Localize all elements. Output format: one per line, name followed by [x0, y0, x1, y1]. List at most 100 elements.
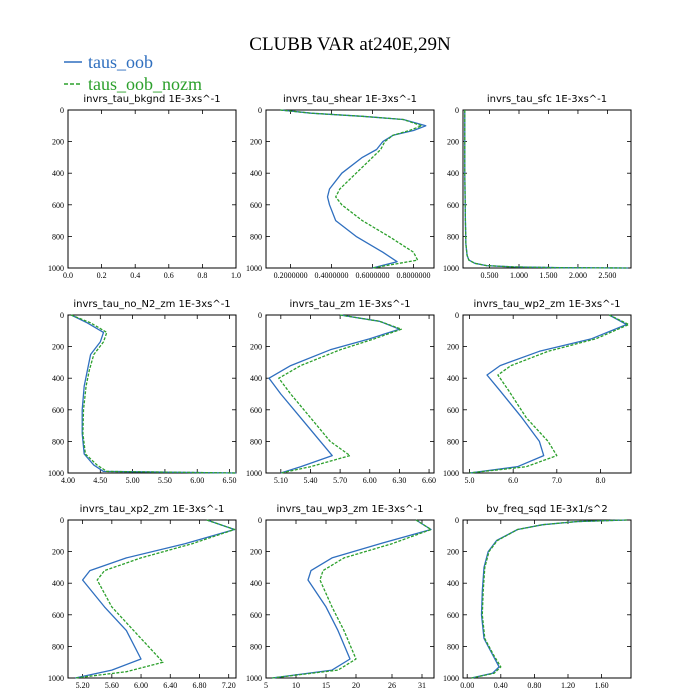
- y-tick-label: 400: [447, 579, 459, 588]
- y-tick-label: 200: [447, 138, 459, 147]
- subplot-title: invrs_tau_shear 1E-3xs^-1: [283, 94, 417, 105]
- y-tick-label: 800: [250, 232, 262, 241]
- x-tick-label: 6.0: [508, 476, 518, 485]
- plot-frame: [265, 314, 435, 474]
- subplot-title: invrs_tau_bkgnd 1E-3xs^-1: [83, 94, 220, 105]
- series-line-taus-oob: [271, 519, 432, 679]
- x-tick-label: 1.20: [561, 681, 575, 690]
- plot-frame: [265, 109, 435, 269]
- y-tick-label: 0: [455, 106, 459, 115]
- x-tick-label: 5.60: [105, 681, 119, 690]
- y-tick-label: 600: [447, 201, 459, 210]
- plot-frame: [462, 314, 632, 474]
- y-tick-label: 400: [447, 169, 459, 178]
- x-tick-label: 5.40: [303, 476, 317, 485]
- series-line-taus-oob-nozm: [278, 314, 403, 474]
- series-line-taus-oob: [469, 314, 628, 474]
- subplot-title: invrs_tau_zm 1E-3xs^-1: [289, 299, 410, 310]
- x-tick-label: 2.500: [598, 271, 616, 280]
- subplot: invrs_tau_sfc 1E-3xs^-1 0 200 400 600 800 1000…: [443, 94, 632, 280]
- y-tick-label: 200: [52, 548, 64, 557]
- y-tick-label: 400: [52, 579, 64, 588]
- y-tick-label: 0: [258, 516, 262, 525]
- subplot: invrs_tau_xp2_zm 1E-3xs^-1 0 200 400 600 800 1…: [48, 504, 237, 690]
- y-tick-label: 800: [447, 437, 459, 446]
- x-tick-label: 0.6000000: [356, 271, 390, 280]
- y-tick-label: 600: [250, 406, 262, 415]
- subplot-title: bv_freq_sqd 1E-3x1/s^2: [486, 504, 608, 515]
- x-tick-label: 31: [418, 681, 426, 690]
- y-tick-label: 800: [52, 437, 64, 446]
- x-tick-label: 15: [322, 681, 330, 690]
- y-tick-label: 0: [60, 106, 64, 115]
- y-tick-label: 200: [52, 343, 64, 352]
- y-tick-label: 800: [52, 232, 64, 241]
- x-tick-label: 6.00: [363, 476, 377, 485]
- y-tick-label: 0: [258, 311, 262, 320]
- x-tick-label: 0.2: [97, 271, 107, 280]
- plot-frame: [67, 314, 237, 474]
- y-tick-label: 1000: [48, 469, 64, 478]
- plot-frame: [462, 109, 632, 269]
- y-tick-label: 600: [447, 611, 459, 620]
- x-tick-label: 6.00: [190, 476, 204, 485]
- y-tick-label: 1000: [246, 469, 262, 478]
- y-tick-label: 1000: [443, 264, 459, 273]
- series-line-taus-oob: [280, 109, 427, 269]
- y-tick-label: 400: [447, 374, 459, 383]
- subplot: invrs_tau_wp3_zm 1E-3xs^-1 0 200 400 600 800 1…: [246, 504, 435, 690]
- plot-frame: [67, 109, 237, 269]
- subplot-title: invrs_tau_wp2_zm 1E-3xs^-1: [474, 299, 621, 310]
- x-tick-label: 2.000: [569, 271, 587, 280]
- series-line-taus-oob: [75, 519, 236, 679]
- y-tick-label: 1000: [443, 469, 459, 478]
- x-tick-label: 6.60: [422, 476, 436, 485]
- subplot-title: invrs_tau_sfc 1E-3xs^-1: [487, 94, 607, 105]
- x-tick-label: 6.80: [192, 681, 206, 690]
- subplot-title: invrs_tau_wp3_zm 1E-3xs^-1: [277, 504, 424, 515]
- series-line-taus-oob: [268, 314, 401, 474]
- plot-frame: [265, 519, 435, 679]
- legend-label: taus_oob_nozm: [88, 74, 202, 94]
- y-tick-label: 600: [447, 406, 459, 415]
- y-tick-label: 200: [52, 138, 64, 147]
- panels: invrs_tau_bkgnd 1E-3xs^-1 0 200 400 600 800 10…: [48, 94, 632, 690]
- plot-frame: [462, 519, 632, 679]
- y-tick-label: 1000: [48, 264, 64, 273]
- x-tick-label: 4.50: [93, 476, 107, 485]
- x-tick-label: 10: [292, 681, 300, 690]
- y-tick-label: 200: [250, 548, 262, 557]
- subplot: invrs_tau_zm 1E-3xs^-1 0 200 400 600 800 1000 5…: [246, 299, 436, 485]
- x-tick-label: 5.20: [76, 681, 90, 690]
- x-tick-label: 6.00: [134, 681, 148, 690]
- x-tick-label: 0.4: [130, 271, 140, 280]
- x-tick-label: 6.40: [163, 681, 177, 690]
- y-tick-label: 0: [455, 311, 459, 320]
- x-tick-label: 6.30: [392, 476, 406, 485]
- y-tick-label: 400: [250, 374, 262, 383]
- x-tick-label: 1.500: [539, 271, 557, 280]
- series-line-taus-oob-nozm: [469, 314, 630, 474]
- series-line-taus-oob: [70, 314, 237, 474]
- y-tick-label: 200: [250, 343, 262, 352]
- y-tick-label: 600: [52, 201, 64, 210]
- x-tick-label: 0.500: [481, 271, 499, 280]
- y-tick-label: 0: [455, 516, 459, 525]
- x-tick-label: 0.4000000: [315, 271, 349, 280]
- x-tick-label: 26: [388, 681, 396, 690]
- y-tick-label: 400: [250, 579, 262, 588]
- series-line-taus-oob-nozm: [471, 519, 627, 679]
- x-tick-label: 5: [264, 681, 268, 690]
- subplot: bv_freq_sqd 1E-3x1/s^2020040060080010000…: [443, 504, 632, 690]
- y-tick-label: 800: [447, 642, 459, 651]
- series-line-taus-oob: [464, 110, 629, 269]
- legend-entry: taus_oob_nozm: [64, 74, 202, 94]
- series-line-taus-oob-nozm: [271, 519, 432, 679]
- x-tick-label: 0.40: [494, 681, 508, 690]
- x-tick-label: 5.00: [126, 476, 140, 485]
- x-tick-label: 6.50: [223, 476, 237, 485]
- y-tick-label: 600: [250, 611, 262, 620]
- y-tick-label: 600: [52, 406, 64, 415]
- y-tick-label: 800: [250, 642, 262, 651]
